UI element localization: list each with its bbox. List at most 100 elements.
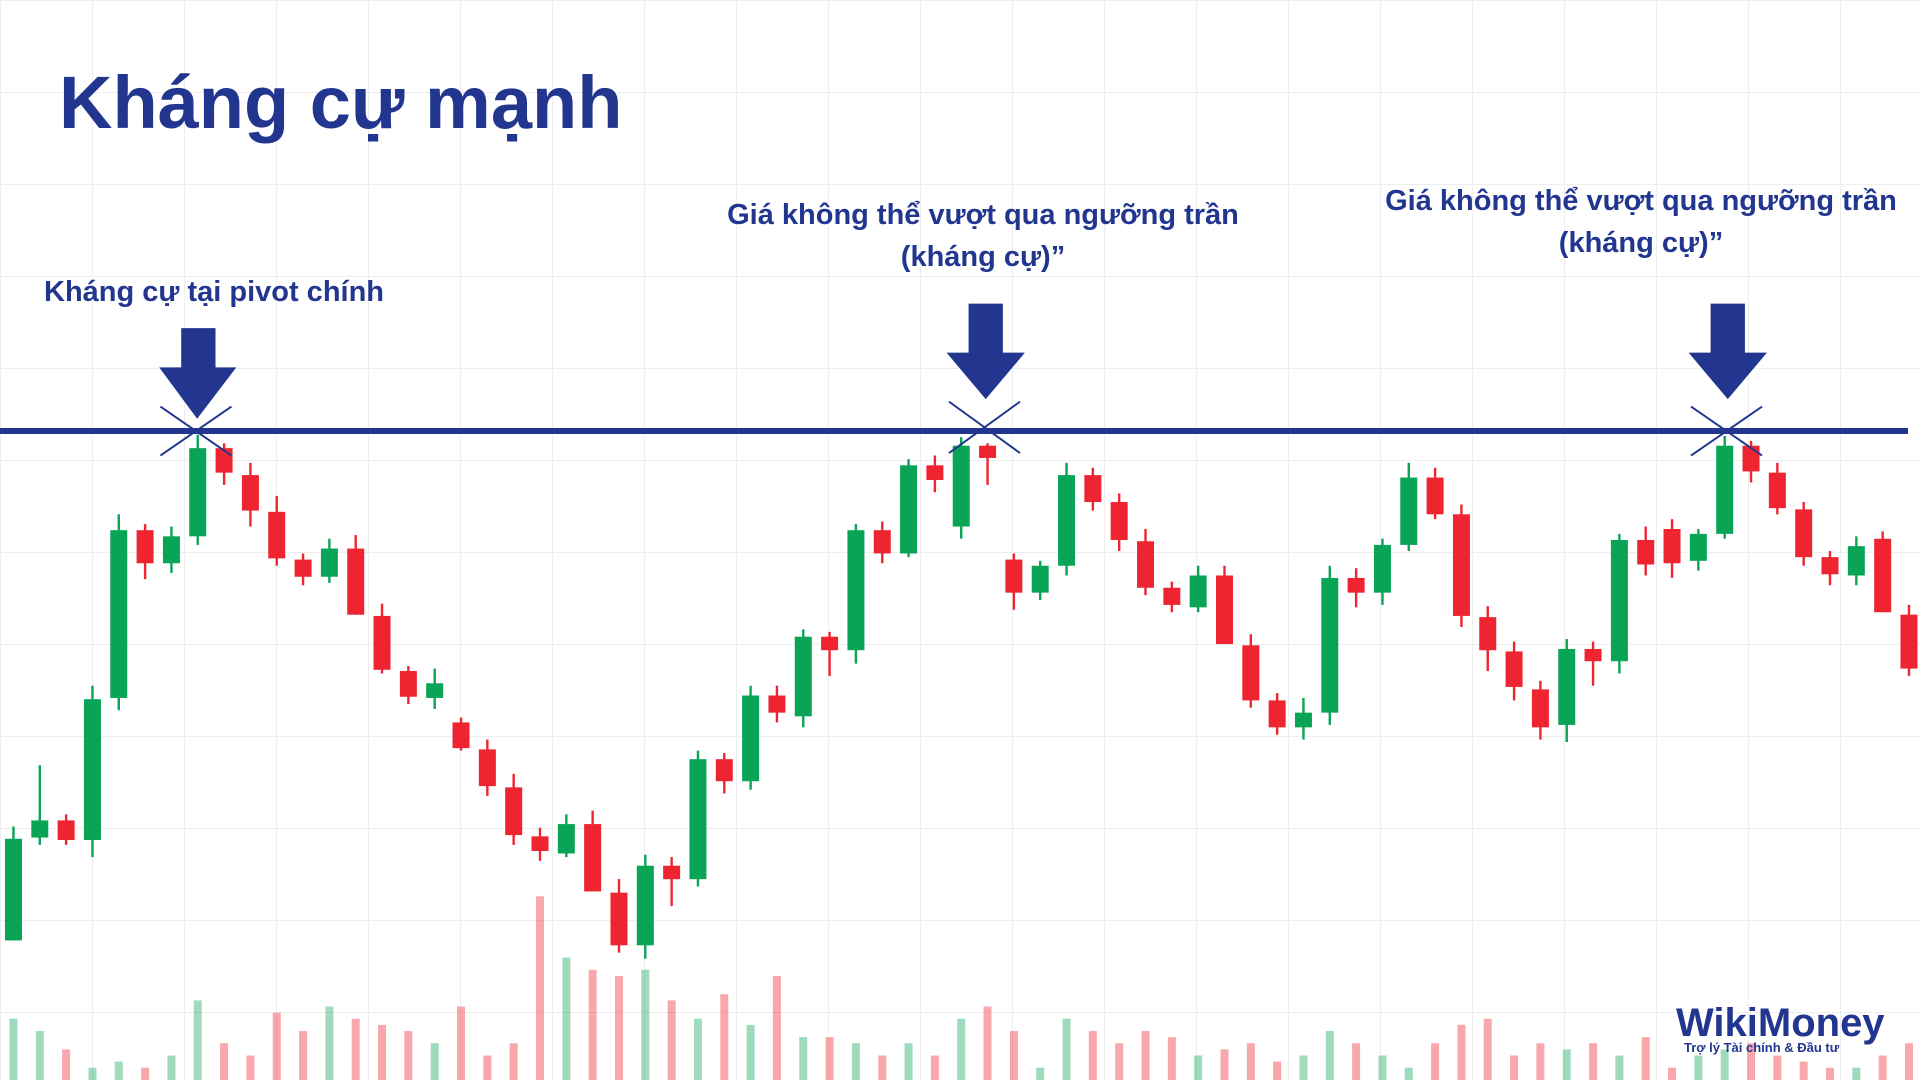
candle-body [478,749,496,787]
candle-body [31,820,49,838]
candle-body [399,671,417,697]
volume-bar [351,1018,360,1080]
candle-body [215,448,233,473]
candle-body [847,530,865,651]
volume-bar [851,1043,860,1080]
volume-bar [536,896,544,1080]
candle-body [1294,712,1312,728]
cross-marks [159,400,1763,457]
volume-bar [1088,1031,1097,1080]
cross [948,400,1021,454]
candle-body [1479,617,1497,651]
candle-body [821,636,839,651]
candle-body [1505,651,1523,687]
candle-body [1874,538,1892,613]
candle-body [189,448,207,537]
candle-body [426,683,444,698]
volume-bar [588,969,597,1080]
volume-bar [1299,1055,1308,1080]
candle-body [162,536,180,564]
annotation: Giá không thể vượt qua ngưỡng trần [1385,185,1897,217]
annotation: Giá không thể vượt qua ngưỡng trần [727,199,1239,231]
candle-layer [4,434,1918,959]
volume-bar [1062,1018,1071,1080]
volume-bar [1009,1031,1018,1080]
volume-bar [1720,1049,1729,1080]
volume-bar [1799,1061,1808,1080]
volume-bar [1536,1043,1545,1080]
candle-body [1847,546,1865,576]
volume-bar [693,1018,702,1080]
volume-bar [1562,1049,1571,1080]
annotation: Kháng cự tại pivot chính [44,276,384,308]
candle-body [873,530,891,554]
candle-body [1531,689,1549,728]
candle-body [1215,575,1233,645]
volume-bar [88,1067,97,1080]
volume-bar [1483,1018,1492,1080]
candle-body [1716,445,1734,534]
volume-bar [457,1006,466,1080]
candle-body [610,892,628,946]
candle-body [768,695,786,713]
volume-bar [1615,1055,1624,1080]
candle-body [57,820,75,840]
volume-bar [1589,1043,1598,1080]
volume-bar [1694,1055,1703,1080]
candle-body [1268,700,1286,728]
volume-bar [509,1043,518,1080]
volume-bar [193,1000,202,1080]
candle-body [636,865,654,946]
candle-body [742,695,760,782]
candle-body [689,759,707,880]
candle-body [715,759,733,782]
volume-bar [1220,1049,1229,1080]
volume-bar [62,1049,71,1080]
candle-body [110,530,128,698]
candle-body [1426,477,1444,515]
candle-body [1742,445,1760,472]
candle-body [241,475,259,511]
volume-bar [1194,1055,1203,1080]
volume-bar [667,1000,676,1080]
volume-bar [1431,1043,1440,1080]
volume-bar [1404,1067,1413,1080]
candle-body [1242,645,1260,701]
candle-body [4,838,22,941]
volume-bar [772,975,781,1080]
volume-bar [930,1055,939,1080]
candle-body [584,824,602,892]
candle-body [1005,559,1023,593]
candle-body [347,548,365,615]
volume-bar [1773,1055,1782,1080]
candle-body [794,636,812,717]
volume-bar [299,1031,308,1080]
candle-body [1347,577,1365,593]
candle-body [1795,509,1813,558]
candle-body [320,548,338,577]
candle-body [373,615,391,670]
candle-body [926,465,944,480]
volume-bar [167,1055,176,1080]
volume-bar [1852,1067,1861,1080]
volume-bar [220,1043,229,1080]
volume-bar [1141,1031,1150,1080]
candle-body [268,511,286,559]
candle-body [83,699,101,840]
candle-body [1110,502,1128,540]
candle-body [1321,577,1339,713]
volume-bar [799,1037,808,1080]
volume-bar [1273,1061,1282,1080]
candle-body [1163,587,1181,605]
logo: WikiMoney [1676,1001,1885,1045]
candle-body [1058,475,1076,566]
candle-body [1637,540,1655,565]
volume-bar [957,1018,966,1080]
candle-body [557,824,575,854]
candle-body [1031,565,1049,593]
volume-bar [483,1055,492,1080]
candle-body [1189,575,1207,608]
